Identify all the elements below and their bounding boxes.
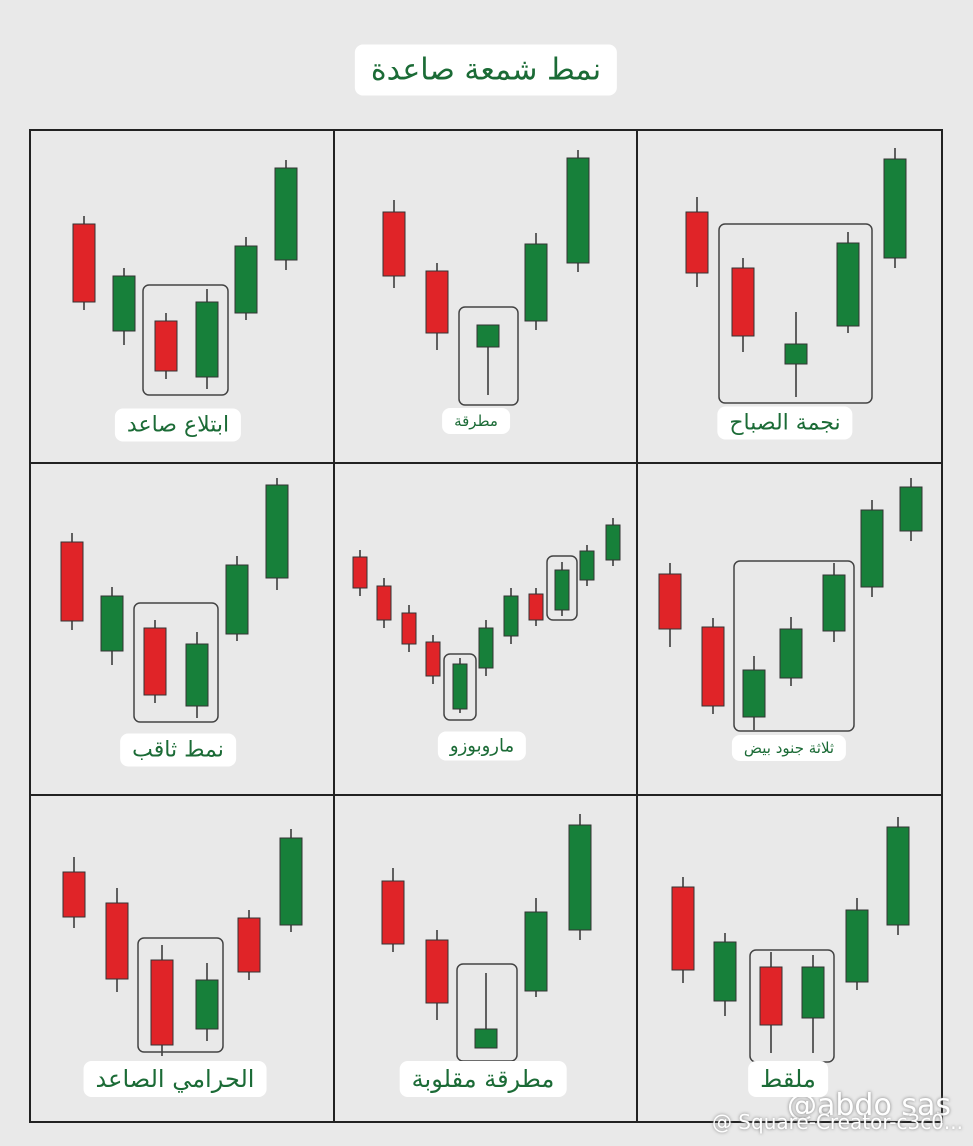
- pattern-label: ابتلاع صاعد: [114, 408, 242, 442]
- candle-body: [105, 902, 129, 980]
- candle-body: [860, 509, 884, 588]
- pattern-label: ملقط: [748, 1061, 828, 1097]
- candle-body: [478, 627, 494, 669]
- candle-body: [352, 556, 368, 589]
- candle-body: [476, 324, 500, 348]
- candle-body: [150, 959, 174, 1046]
- candle-body: [425, 270, 449, 334]
- pattern-label: ثلاثة جنود بيض: [731, 735, 847, 761]
- candle-body: [452, 663, 468, 710]
- highlight-box: [733, 560, 855, 732]
- highlight-box: [142, 284, 229, 396]
- candle-body: [62, 871, 86, 918]
- candle-body: [274, 167, 298, 261]
- candle-body: [143, 627, 167, 696]
- title: نمط شمعة صاعدة: [354, 44, 618, 96]
- highlight-box: [137, 937, 224, 1053]
- candle-body: [845, 909, 869, 983]
- pattern-label: ماروبوزو: [437, 731, 527, 761]
- candle-body: [225, 564, 249, 635]
- candle-body: [685, 211, 709, 274]
- highlight-box: [458, 306, 519, 406]
- candle-body: [836, 242, 860, 327]
- candle-body: [731, 267, 755, 337]
- candle-body: [195, 979, 219, 1030]
- candle-body: [886, 826, 910, 926]
- candle-body: [566, 157, 590, 264]
- candle-body: [568, 824, 592, 931]
- candle-body: [579, 550, 595, 581]
- candle-body: [425, 641, 441, 677]
- watermark-source: @ Square-Creator-c3c0...: [711, 1110, 963, 1134]
- candle-body: [524, 911, 548, 992]
- candle-body: [265, 484, 289, 579]
- candle-body: [713, 941, 737, 1002]
- candle-body: [381, 880, 405, 945]
- candle-body: [237, 917, 261, 973]
- pattern-label: نجمة الصباح: [717, 406, 853, 440]
- candle-body: [605, 524, 621, 561]
- candle-body: [112, 275, 136, 332]
- candle-body: [759, 966, 783, 1026]
- candle-body: [801, 966, 825, 1019]
- candle-body: [883, 158, 907, 259]
- candle-body: [822, 574, 846, 632]
- highlight-box: [718, 223, 873, 404]
- candle-body: [658, 573, 682, 630]
- pattern-label: نمط ثاقب: [120, 733, 236, 767]
- candle-body: [100, 595, 124, 652]
- candle-body: [382, 211, 406, 277]
- candle-body: [671, 886, 695, 971]
- highlight-box: [546, 555, 578, 621]
- candle-body: [524, 243, 548, 322]
- candle-body: [784, 343, 808, 365]
- pattern-label: مطرقة مقلوبة: [399, 1061, 567, 1097]
- candle-body: [376, 585, 392, 621]
- highlight-box: [443, 653, 477, 721]
- candle-body: [701, 626, 725, 707]
- pattern-label: مطرقة: [442, 408, 510, 434]
- highlight-box: [133, 602, 219, 723]
- candle-body: [742, 669, 766, 718]
- pattern-label: الحرامي الصاعد: [83, 1061, 267, 1097]
- candle-body: [528, 593, 544, 621]
- candle-body: [234, 245, 258, 314]
- candle-body: [779, 628, 803, 679]
- candle-body: [503, 595, 519, 637]
- candle-body: [899, 486, 923, 532]
- grid: [29, 129, 943, 1123]
- candle-body: [185, 643, 209, 707]
- candle-body: [195, 301, 219, 378]
- candle-body: [554, 569, 570, 611]
- candle-body: [154, 320, 178, 372]
- candle-body: [425, 939, 449, 1004]
- candle-body: [72, 223, 96, 303]
- candle-body: [60, 541, 84, 622]
- candle-body: [474, 1028, 498, 1049]
- candle-body: [401, 612, 417, 645]
- candle-body: [279, 837, 303, 926]
